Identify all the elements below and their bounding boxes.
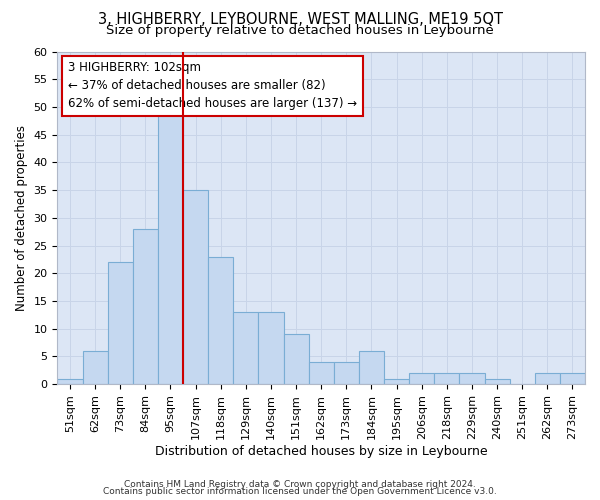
Bar — [384, 378, 409, 384]
Bar — [107, 262, 133, 384]
Bar — [359, 351, 384, 384]
Text: Contains public sector information licensed under the Open Government Licence v3: Contains public sector information licen… — [103, 487, 497, 496]
Bar — [409, 373, 434, 384]
Bar — [83, 351, 107, 384]
Bar — [183, 190, 208, 384]
Bar — [233, 312, 259, 384]
Bar — [460, 373, 485, 384]
Bar — [58, 378, 83, 384]
Bar — [334, 362, 359, 384]
X-axis label: Distribution of detached houses by size in Leybourne: Distribution of detached houses by size … — [155, 444, 488, 458]
Bar — [259, 312, 284, 384]
Text: 3, HIGHBERRY, LEYBOURNE, WEST MALLING, ME19 5QT: 3, HIGHBERRY, LEYBOURNE, WEST MALLING, M… — [97, 12, 503, 28]
Bar — [308, 362, 334, 384]
Text: Size of property relative to detached houses in Leybourne: Size of property relative to detached ho… — [106, 24, 494, 37]
Y-axis label: Number of detached properties: Number of detached properties — [15, 125, 28, 311]
Bar — [560, 373, 585, 384]
Bar — [535, 373, 560, 384]
Bar — [133, 229, 158, 384]
Bar — [284, 334, 308, 384]
Bar — [208, 256, 233, 384]
Bar — [485, 378, 509, 384]
Bar — [158, 112, 183, 384]
Text: 3 HIGHBERRY: 102sqm
← 37% of detached houses are smaller (82)
62% of semi-detach: 3 HIGHBERRY: 102sqm ← 37% of detached ho… — [68, 62, 357, 110]
Text: Contains HM Land Registry data © Crown copyright and database right 2024.: Contains HM Land Registry data © Crown c… — [124, 480, 476, 489]
Bar — [434, 373, 460, 384]
